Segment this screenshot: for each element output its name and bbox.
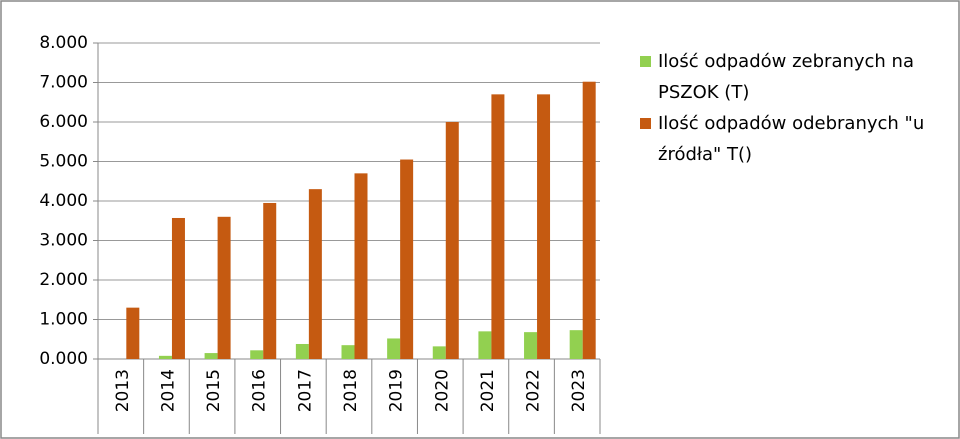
bar <box>387 338 401 359</box>
legend-item: Ilość odpadów zebranych na PSZOK (T) <box>640 46 958 108</box>
x-tick-label: 2017 <box>295 369 315 412</box>
bar <box>126 307 140 359</box>
y-tick-label: 8.000 <box>39 33 88 53</box>
legend-swatch <box>640 118 651 129</box>
x-tick-label: 2018 <box>341 369 361 412</box>
y-tick-label: 5.000 <box>39 152 88 172</box>
legend-label: Ilość odpadów zebranych na PSZOK (T) <box>658 51 914 103</box>
bar <box>445 122 459 359</box>
bar <box>341 345 355 359</box>
bar <box>491 94 505 359</box>
x-tick-label: 2022 <box>524 369 544 412</box>
bar <box>582 81 596 360</box>
x-tick-label: 2016 <box>250 369 270 412</box>
y-tick-label: 6.000 <box>39 112 88 132</box>
y-tick-label: 7.000 <box>39 73 88 93</box>
bar <box>478 331 492 359</box>
bar <box>524 332 538 359</box>
legend-swatch <box>640 56 651 67</box>
bar <box>250 350 264 359</box>
x-tick-label: 2021 <box>478 369 498 412</box>
bar <box>569 330 583 359</box>
x-tick-label: 2023 <box>569 369 589 412</box>
y-tick-label: 0.000 <box>39 349 88 369</box>
bar <box>354 173 368 359</box>
bar <box>537 94 551 359</box>
y-tick-label: 2.000 <box>39 270 88 290</box>
bar <box>263 202 277 359</box>
bar <box>171 217 185 359</box>
bar <box>204 353 218 359</box>
legend-item: Ilość odpadów odebranych "u źródła" T() <box>640 108 958 170</box>
x-tick-label: 2020 <box>432 369 452 412</box>
bar <box>217 216 231 359</box>
x-tick-label: 2015 <box>204 369 224 412</box>
legend-label: Ilość odpadów odebranych "u źródła" T() <box>658 113 925 165</box>
y-tick-label: 4.000 <box>39 191 88 211</box>
y-tick-label: 3.000 <box>39 231 88 251</box>
x-tick-label: 2013 <box>113 369 133 412</box>
bar <box>400 159 414 359</box>
bar <box>295 343 309 359</box>
x-tick-label: 2019 <box>387 369 407 412</box>
x-tick-label: 2014 <box>158 369 178 412</box>
bar <box>158 355 172 359</box>
y-tick-label: 1.000 <box>39 310 88 330</box>
bar <box>432 346 446 359</box>
bar <box>308 189 322 359</box>
